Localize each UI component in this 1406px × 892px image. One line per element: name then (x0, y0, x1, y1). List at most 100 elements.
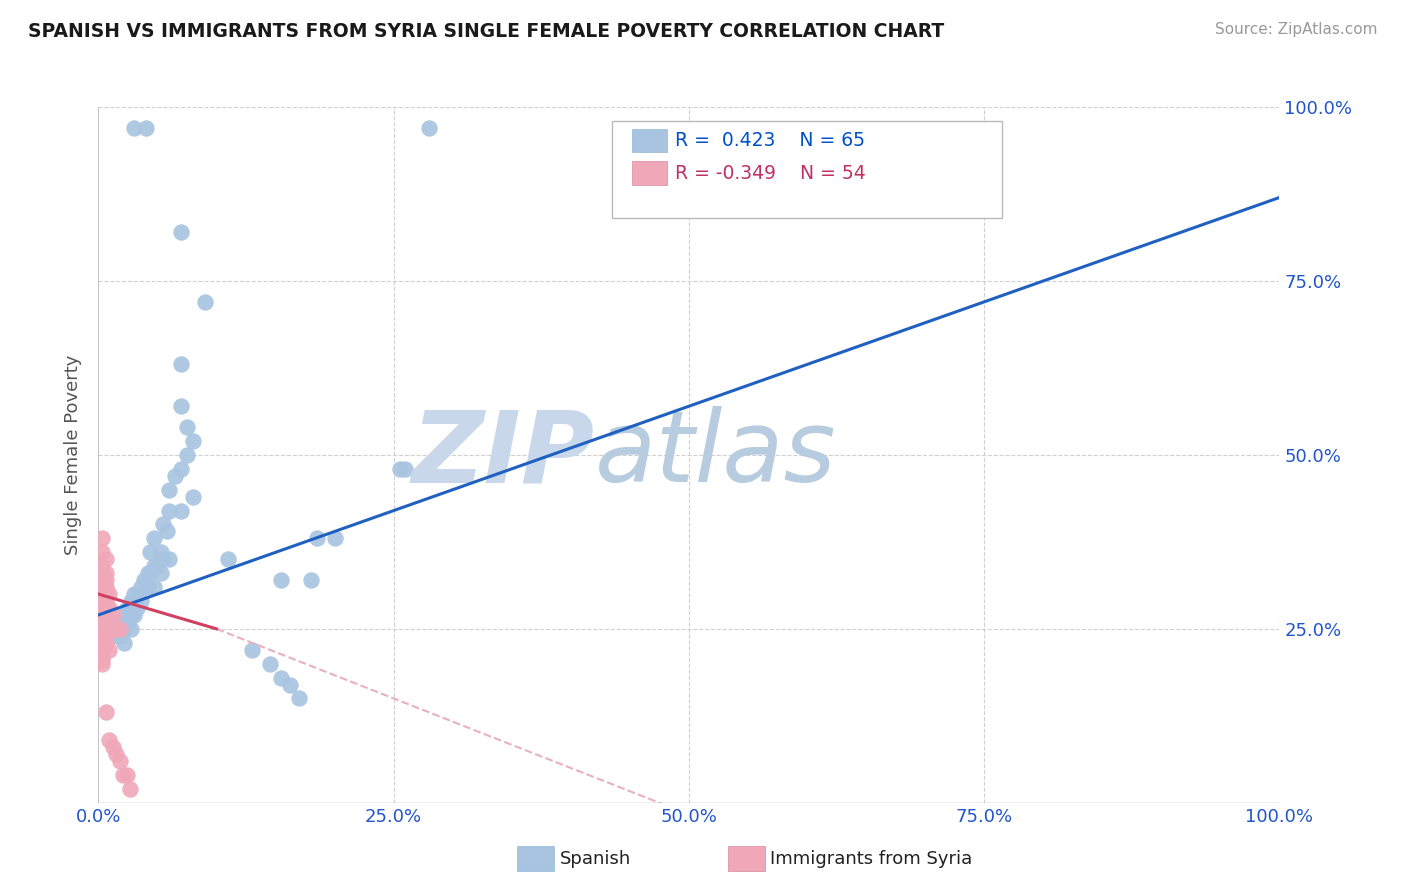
Text: Immigrants from Syria: Immigrants from Syria (770, 850, 973, 868)
Point (127, 601, 149, 615)
Point (305, 532, 328, 546)
Point (127, 587, 149, 601)
Point (112, 636, 135, 650)
Point (129, 580, 152, 594)
Point (122, 607, 145, 622)
Point (98, 642, 121, 657)
Point (94, 580, 117, 594)
Point (91, 653, 114, 667)
Point (94, 566, 117, 581)
Point (129, 594, 152, 608)
Point (94, 615, 117, 629)
Text: ZIP: ZIP (412, 407, 595, 503)
Point (91, 573, 114, 587)
Point (170, 462, 193, 476)
Point (156, 524, 179, 539)
Point (98, 601, 121, 615)
Point (122, 120, 145, 135)
Point (104, 615, 127, 629)
Point (91, 632, 114, 647)
Text: atlas: atlas (595, 407, 837, 503)
Point (394, 462, 416, 476)
Point (91, 622, 114, 636)
Point (108, 754, 131, 768)
Point (100, 607, 122, 622)
Point (94, 629, 117, 643)
Point (94, 622, 117, 636)
Point (217, 552, 239, 566)
Point (91, 649, 114, 664)
Point (117, 601, 139, 615)
Point (120, 781, 142, 796)
Point (112, 768, 135, 782)
Point (91, 605, 114, 619)
Point (98, 733, 121, 747)
Point (157, 503, 180, 517)
Point (165, 468, 187, 483)
Point (101, 740, 124, 755)
Point (170, 225, 193, 239)
Point (94, 594, 117, 608)
Point (91, 629, 114, 643)
Point (94, 587, 117, 601)
Point (142, 532, 165, 546)
Point (146, 559, 169, 574)
Point (91, 545, 114, 559)
Point (91, 636, 114, 650)
Point (91, 566, 114, 581)
Point (139, 566, 162, 581)
Point (107, 629, 129, 643)
Point (112, 615, 135, 629)
Point (176, 420, 198, 434)
Point (150, 566, 173, 581)
Point (122, 594, 145, 608)
Point (91, 594, 114, 608)
Point (176, 448, 198, 462)
Point (91, 639, 114, 653)
Point (142, 559, 165, 574)
Point (94, 706, 117, 720)
Point (181, 490, 204, 504)
Point (94, 636, 117, 650)
Point (157, 552, 180, 566)
Point (110, 622, 132, 636)
Point (240, 642, 263, 657)
Text: R = -0.349    N = 54: R = -0.349 N = 54 (675, 163, 866, 183)
Point (388, 462, 411, 476)
Point (323, 532, 346, 546)
Point (150, 545, 173, 559)
Point (91, 618, 114, 632)
Point (122, 587, 145, 601)
Point (91, 625, 114, 640)
Y-axis label: Single Female Poverty: Single Female Poverty (65, 355, 83, 555)
Point (91, 642, 114, 657)
Point (270, 573, 292, 587)
Point (170, 399, 193, 413)
Point (94, 573, 117, 587)
Point (121, 607, 143, 622)
Point (105, 622, 128, 636)
Point (91, 646, 114, 660)
Point (108, 622, 131, 636)
Point (91, 611, 114, 625)
Point (94, 552, 117, 566)
Text: R =  0.423    N = 65: R = 0.423 N = 65 (675, 131, 865, 150)
Point (115, 768, 138, 782)
Point (98, 587, 121, 601)
Point (139, 545, 162, 559)
Point (418, 120, 440, 135)
Point (112, 607, 135, 622)
Point (94, 607, 117, 622)
Point (112, 622, 135, 636)
Point (121, 622, 143, 636)
Point (194, 294, 217, 309)
Point (288, 691, 311, 706)
Point (91, 607, 114, 622)
Point (117, 615, 139, 629)
Point (91, 559, 114, 574)
Point (110, 629, 132, 643)
Point (134, 573, 156, 587)
Point (105, 747, 128, 761)
Point (259, 657, 281, 671)
Point (91, 580, 114, 594)
